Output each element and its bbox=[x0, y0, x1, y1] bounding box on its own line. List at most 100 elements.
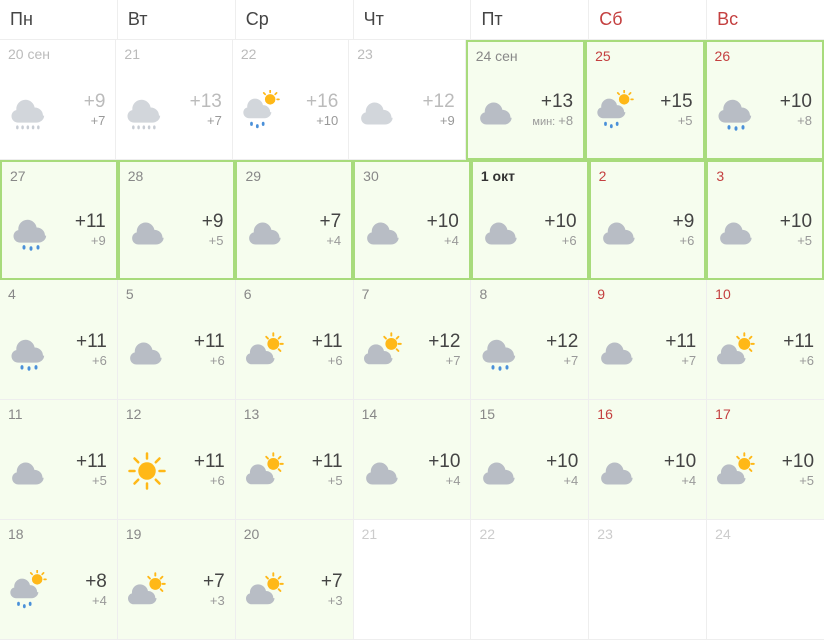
temp-low: +6 bbox=[210, 473, 225, 490]
temp-low: +4 bbox=[446, 473, 461, 490]
temp-high: +10 bbox=[782, 452, 814, 473]
temp-high: +11 bbox=[76, 332, 107, 353]
day-cell[interactable]: 20 сен +9+7 bbox=[0, 40, 116, 160]
day-cell[interactable]: 27 +11+9 bbox=[0, 160, 118, 280]
day-cell[interactable]: 2+9+6 bbox=[589, 160, 707, 280]
temps: +9+5 bbox=[170, 212, 226, 250]
temp-high: +13 bbox=[190, 92, 222, 113]
date-label: 10 bbox=[715, 286, 816, 302]
day-cell[interactable]: 15+10+4 bbox=[471, 400, 589, 520]
day-cell[interactable]: 5+11+6 bbox=[118, 280, 236, 400]
temp-low: +9 bbox=[440, 113, 455, 130]
temps: +12+7 bbox=[521, 332, 580, 370]
temps: +10+4 bbox=[404, 452, 463, 490]
day-cell[interactable]: 10 +11+6 bbox=[707, 280, 824, 400]
day-cell[interactable]: 18 +8+4 bbox=[0, 520, 118, 640]
week-row: 27 +11+928+9+529+7+430+10+41 окт+10+62+9… bbox=[0, 160, 824, 280]
day-cell[interactable]: 17 +10+5 bbox=[707, 400, 824, 520]
temp-low-value: +6 bbox=[799, 353, 814, 368]
temp-low-value: +10 bbox=[316, 113, 338, 128]
temp-low: +5 bbox=[799, 473, 814, 490]
temp-low: +6 bbox=[328, 353, 343, 370]
day-cell[interactable]: 3+10+5 bbox=[706, 160, 824, 280]
day-cell[interactable]: 30+10+4 bbox=[353, 160, 471, 280]
temps: +11+5 bbox=[286, 452, 345, 490]
temp-high: +13 bbox=[541, 92, 573, 113]
day-cell[interactable]: 1 окт+10+6 bbox=[471, 160, 589, 280]
day-cell[interactable]: 23 +12+9 bbox=[349, 40, 465, 160]
day-content: +15+5 bbox=[595, 68, 694, 154]
temps: +10+6 bbox=[523, 212, 579, 250]
temps: +12+9 bbox=[399, 92, 456, 130]
day-cell[interactable]: 24 сен +13мин: +8 bbox=[466, 40, 585, 160]
date-label: 23 bbox=[357, 46, 456, 62]
day-cell[interactable]: 20 +7+3 bbox=[236, 520, 354, 640]
temp-low-value: +4 bbox=[92, 593, 107, 608]
day-cell[interactable]: 25 +15+5 bbox=[585, 40, 704, 160]
partly-rain-icon bbox=[595, 90, 637, 132]
day-content: +9+5 bbox=[128, 188, 226, 274]
day-cell[interactable]: 22 +16+10 bbox=[233, 40, 349, 160]
weekday-header: Пт bbox=[471, 0, 589, 40]
temp-low: +9 bbox=[91, 233, 106, 250]
day-content: +10+5 bbox=[715, 426, 816, 515]
day-cell[interactable]: 9+11+7 bbox=[589, 280, 707, 400]
day-content: +12+9 bbox=[357, 66, 456, 155]
temp-high: +7 bbox=[319, 212, 341, 233]
temp-low-value: +5 bbox=[209, 233, 224, 248]
date-label: 28 bbox=[128, 168, 226, 184]
temp-high: +10 bbox=[664, 452, 696, 473]
partly-icon bbox=[126, 570, 168, 612]
day-cell[interactable]: 11+11+5 bbox=[0, 400, 118, 520]
temps: +8+4 bbox=[50, 572, 109, 610]
day-cell[interactable]: 8 +12+7 bbox=[471, 280, 589, 400]
date-label: 20 bbox=[244, 526, 345, 542]
partly-rain-icon bbox=[8, 570, 50, 612]
cloudy-icon bbox=[597, 450, 639, 492]
partly-icon bbox=[244, 450, 286, 492]
temp-high: +9 bbox=[84, 92, 106, 113]
day-cell[interactable]: 6 +11+6 bbox=[236, 280, 354, 400]
rain-light-icon bbox=[715, 90, 757, 132]
day-cell[interactable]: 28 +9+5 bbox=[118, 160, 236, 280]
day-content: +10+4 bbox=[479, 426, 580, 515]
day-cell[interactable]: 14+10+4 bbox=[354, 400, 472, 520]
temps: +12+7 bbox=[404, 332, 463, 370]
day-cell[interactable]: 29+7+4 bbox=[235, 160, 353, 280]
temp-low-value: +4 bbox=[446, 473, 461, 488]
temp-low: +4 bbox=[92, 593, 107, 610]
temp-low: мин: +8 bbox=[532, 113, 573, 130]
day-cell[interactable]: 13 +11+5 bbox=[236, 400, 354, 520]
day-cell[interactable]: 26 +10+8 bbox=[705, 40, 824, 160]
date-label: 22 bbox=[241, 46, 340, 62]
day-cell[interactable]: 21 +13+7 bbox=[116, 40, 232, 160]
temp-high: +15 bbox=[660, 92, 692, 113]
temps: +11+6 bbox=[168, 332, 227, 370]
date-label: 13 bbox=[244, 406, 345, 422]
cloudy-icon bbox=[599, 210, 641, 252]
cloudy-icon bbox=[479, 450, 521, 492]
day-cell[interactable]: 4 +11+6 bbox=[0, 280, 118, 400]
temp-low-value: +8 bbox=[797, 113, 812, 128]
day-cell[interactable]: 19 +7+3 bbox=[118, 520, 236, 640]
rain-light-icon bbox=[10, 210, 52, 252]
date-label: 26 bbox=[715, 48, 814, 64]
temps: +9+6 bbox=[641, 212, 697, 250]
day-cell[interactable]: 16+10+4 bbox=[589, 400, 707, 520]
date-label: 20 сен bbox=[8, 46, 107, 62]
temp-high: +7 bbox=[203, 572, 225, 593]
day-content: +11+6 bbox=[715, 306, 816, 395]
weekday-header-row: ПнВтСрЧтПтСбВс bbox=[0, 0, 824, 40]
date-label: 24 сен bbox=[476, 48, 575, 64]
temp-low-value: +4 bbox=[681, 473, 696, 488]
temp-min-prefix: мин: bbox=[532, 116, 558, 128]
temp-low-value: +7 bbox=[207, 113, 222, 128]
day-cell[interactable]: 7 +12+7 bbox=[354, 280, 472, 400]
temps: +11+6 bbox=[50, 332, 109, 370]
cloudy-icon bbox=[126, 330, 168, 372]
temp-low-value: +5 bbox=[799, 473, 814, 488]
day-cell[interactable]: 12 +11+6 bbox=[118, 400, 236, 520]
temp-low: +5 bbox=[92, 473, 107, 490]
date-label: 23 bbox=[597, 526, 698, 542]
temp-low: +4 bbox=[681, 473, 696, 490]
